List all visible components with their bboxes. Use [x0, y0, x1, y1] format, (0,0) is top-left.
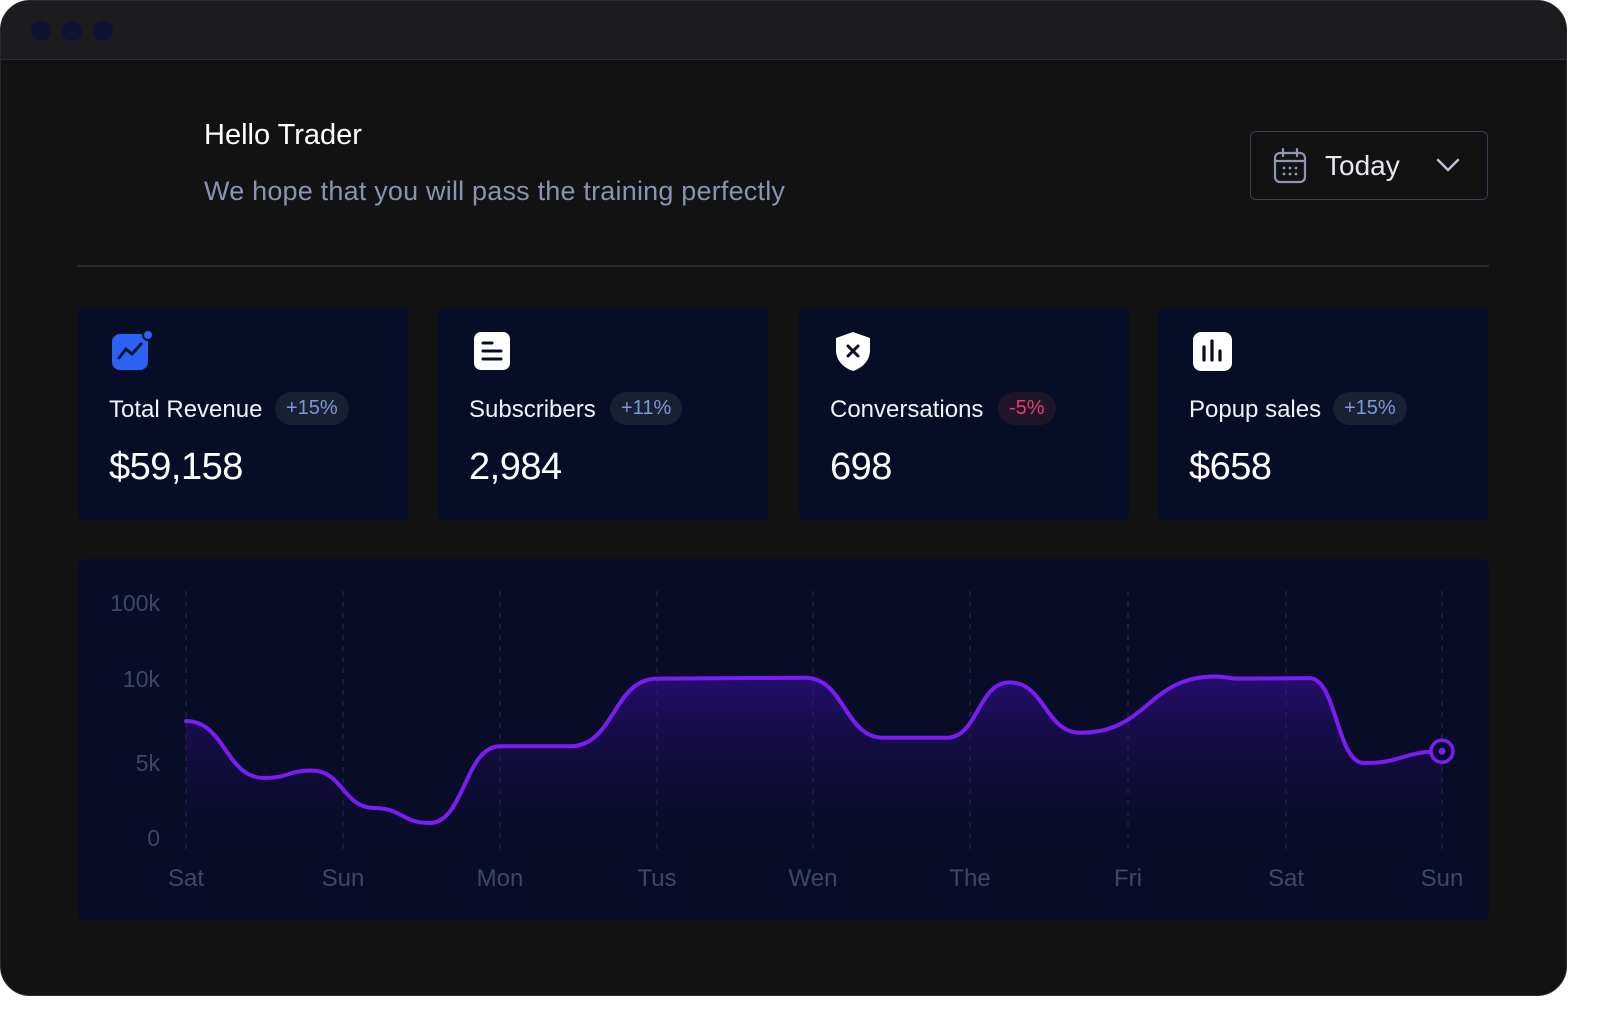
- stat-card-popup-sales: Popup sales +15% $658: [1158, 308, 1488, 520]
- page-title: Hello Trader: [204, 119, 362, 151]
- series-area: [186, 676, 1442, 851]
- chart-canvas: Sat Sun Mon Tus Wen The Fri Sat Sun 100k 10k 5k 0: [110, 590, 1464, 892]
- x-tick-label: Sat: [1268, 865, 1304, 892]
- stat-value: $59,158: [109, 446, 243, 488]
- x-tick-label: Sat: [168, 865, 204, 892]
- stat-value: 2,984: [469, 446, 562, 488]
- y-tick-label: 100k: [110, 590, 160, 616]
- y-tick-label: 5k: [136, 750, 161, 776]
- x-tick-label: Tus: [637, 865, 676, 892]
- stat-change-badge: +15%: [275, 392, 349, 425]
- minimize-window-dot[interactable]: [62, 21, 82, 41]
- stat-card-conversations: Conversations -5% 698: [799, 308, 1129, 520]
- revenue-chart: Sat Sun Mon Tus Wen The Fri Sat Sun 100k 10k 5k 0: [78, 559, 1489, 920]
- y-tick-label: 0: [147, 825, 160, 851]
- stat-title: Conversations: [830, 396, 984, 423]
- title-bar: [1, 1, 1566, 60]
- trend-chart-icon: [112, 330, 152, 370]
- page-subtitle: We hope that you will pass the training …: [204, 176, 786, 206]
- date-filter-value: Today: [1325, 150, 1400, 181]
- calendar-icon: [1273, 148, 1307, 184]
- date-filter-dropdown[interactable]: Today: [1250, 131, 1488, 200]
- stat-change-badge: +15%: [1333, 392, 1407, 425]
- x-tick-label: Fri: [1114, 865, 1142, 892]
- stat-value: $658: [1189, 446, 1272, 488]
- x-tick-label: Wen: [789, 865, 838, 892]
- shield-x-icon: [836, 332, 870, 371]
- stat-card-total-revenue: Total Revenue +15% $59,158: [78, 308, 408, 520]
- app-window: Hello Trader We hope that you will pass …: [0, 0, 1567, 996]
- series-line: [184, 674, 1444, 825]
- x-tick-label: Sun: [322, 865, 365, 892]
- maximize-window-dot[interactable]: [93, 21, 113, 41]
- stat-title: Total Revenue: [109, 396, 263, 423]
- close-window-dot[interactable]: [31, 21, 51, 41]
- x-tick-label: Sun: [1421, 865, 1464, 892]
- header-divider: [77, 265, 1489, 267]
- bar-chart-icon: [1193, 332, 1232, 371]
- current-point-dot: [1438, 747, 1446, 755]
- y-tick-label: 10k: [123, 666, 161, 692]
- x-tick-label: Mon: [477, 865, 524, 892]
- x-tick-label: The: [949, 865, 990, 892]
- stat-change-badge: +11%: [610, 392, 683, 425]
- chevron-down-icon: [1436, 158, 1460, 172]
- stat-title: Subscribers: [469, 396, 596, 423]
- document-icon: [474, 332, 510, 370]
- stat-card-subscribers: Subscribers +11% 2,984: [438, 308, 768, 520]
- stat-change-badge: -5%: [998, 392, 1056, 425]
- stat-title: Popup sales: [1189, 396, 1322, 423]
- stat-value: 698: [830, 446, 892, 488]
